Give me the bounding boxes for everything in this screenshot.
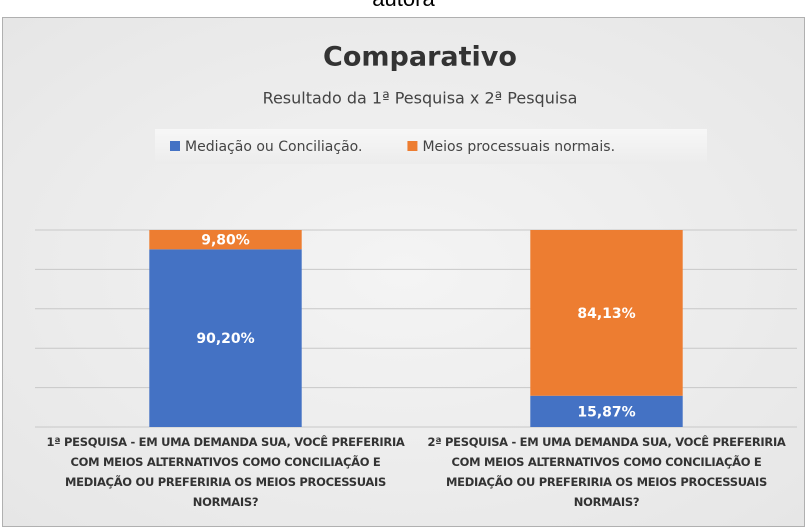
bar-segment: [149, 230, 302, 250]
bar-segment: [530, 395, 683, 427]
data-label: 15,87%: [577, 404, 635, 420]
data-label: 84,13%: [577, 306, 635, 322]
chart-title: Comparativo: [323, 42, 517, 73]
bar-segment: [530, 230, 683, 396]
data-label: 9,80%: [201, 233, 250, 249]
chart-subtitle: Resultado da 1ª Pesquisa x 2ª Pesquisa: [263, 89, 578, 108]
legend-swatch: [407, 141, 418, 151]
legend-box: [155, 129, 707, 164]
legend-label: Meios processuais normais.: [422, 139, 615, 155]
x-tick-label: 1ª PESQUISA - EM UMA DEMANDA SUA, VOCÊ P…: [46, 435, 405, 509]
data-label: 90,20%: [196, 331, 254, 347]
legend-label: Mediação ou Conciliação.: [185, 139, 362, 155]
x-tick-label: 2ª PESQUISA - EM UMA DEMANDA SUA, VOCÊ P…: [427, 435, 786, 509]
legend-swatch: [170, 141, 180, 151]
caption: autora: [0, 0, 807, 12]
bar-segment: [149, 249, 302, 427]
